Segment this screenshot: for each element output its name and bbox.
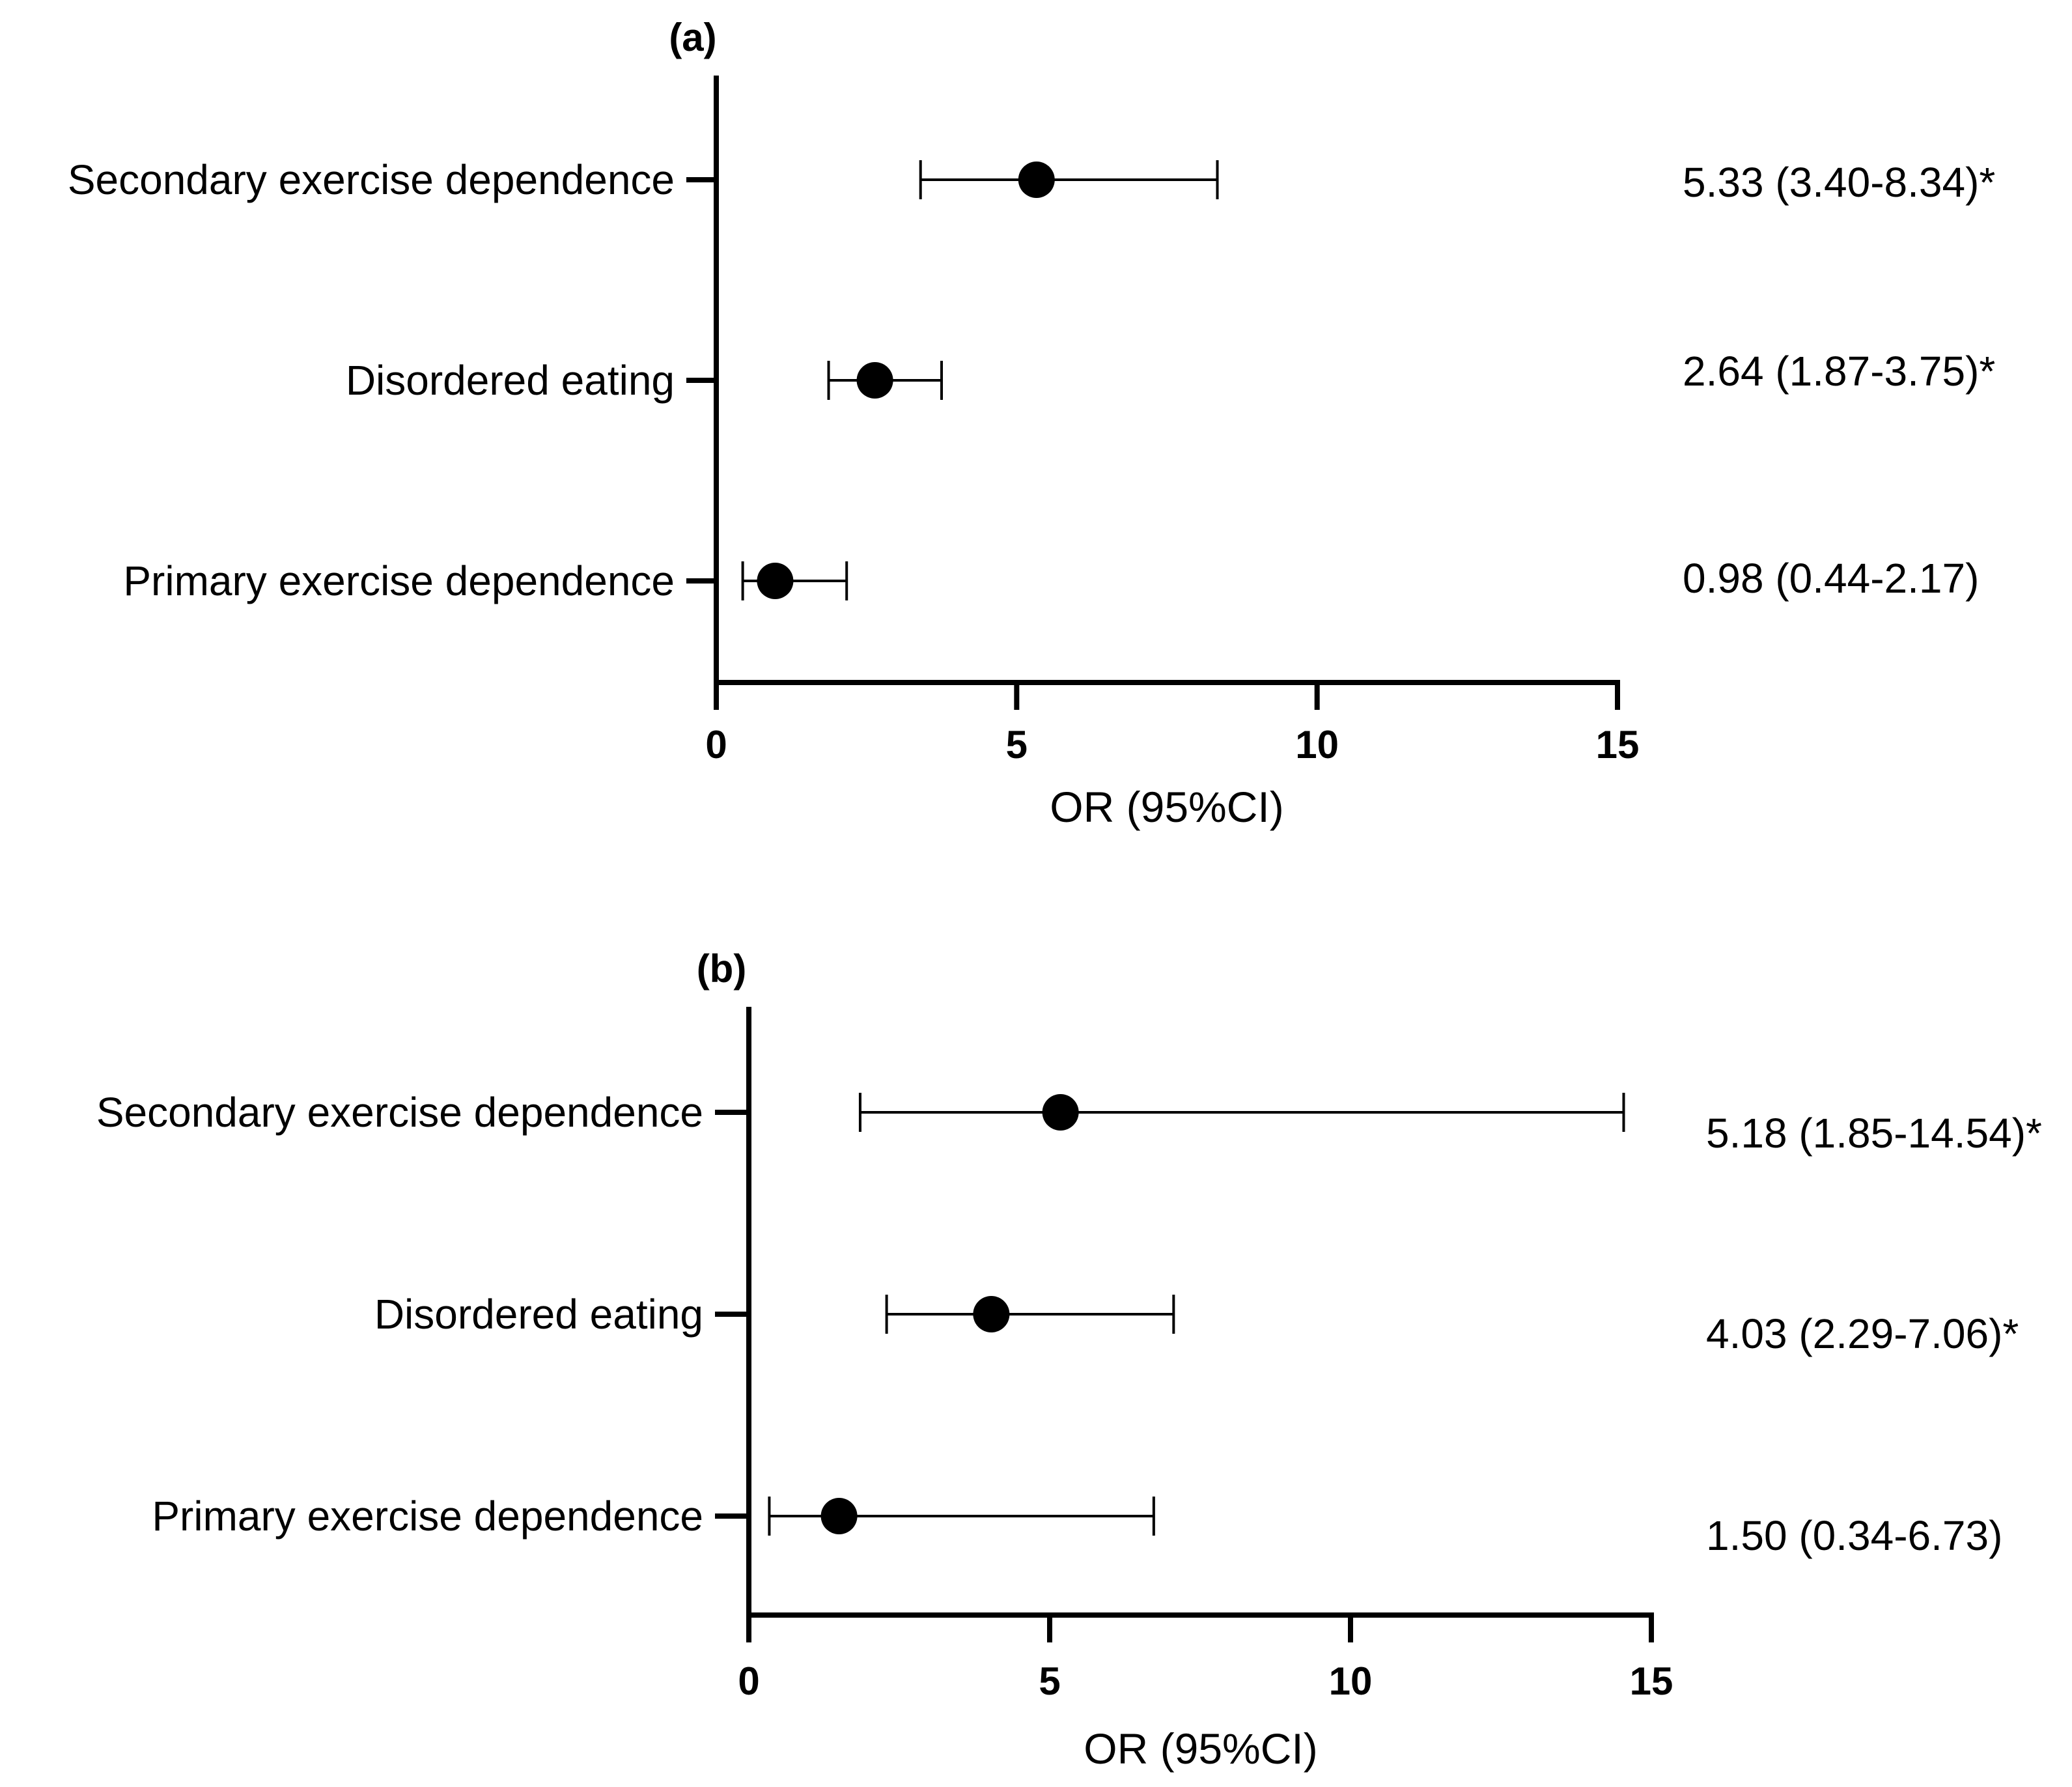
or-point bbox=[820, 1498, 858, 1534]
x-tick-label: 5 bbox=[1006, 723, 1028, 767]
or-value-label: 4.03 (2.29-7.06)* bbox=[1706, 1310, 2019, 1357]
forest-panel-a: (a) 0 5 10 15 OR (95%CI) Secondary exercise de… bbox=[68, 16, 1996, 831]
x-tick-label: 0 bbox=[738, 1659, 759, 1703]
x-tick-label: 5 bbox=[1039, 1659, 1060, 1703]
or-point bbox=[1042, 1094, 1079, 1131]
x-axis-title: OR (95%CI) bbox=[1050, 783, 1283, 831]
x-axis-title: OR (95%CI) bbox=[1084, 1724, 1317, 1773]
x-tick-label: 10 bbox=[1295, 723, 1339, 767]
x-tick-label: 15 bbox=[1596, 723, 1640, 767]
x-tick-label: 15 bbox=[1630, 1659, 1673, 1703]
panel-label: (b) bbox=[697, 947, 747, 991]
category-label: Secondary exercise dependence bbox=[68, 156, 675, 203]
or-value-label: 0.98 (0.44-2.17) bbox=[1683, 555, 1979, 602]
category-label: Primary exercise dependence bbox=[123, 557, 675, 604]
category-label: Secondary exercise dependence bbox=[96, 1089, 703, 1136]
or-point bbox=[757, 563, 794, 599]
x-tick-label: 10 bbox=[1329, 1659, 1373, 1703]
forest-panel-b: (b) 0 5 10 15 OR (95%CI) Secondary exercise de… bbox=[96, 947, 2042, 1773]
or-point bbox=[1018, 162, 1055, 198]
or-value-label: 5.33 (3.40-8.34)* bbox=[1683, 159, 1995, 206]
or-point bbox=[856, 362, 893, 399]
or-value-label: 5.18 (1.85-14.54)* bbox=[1706, 1110, 2042, 1157]
category-label: Primary exercise dependence bbox=[152, 1493, 703, 1540]
x-tick-label: 0 bbox=[705, 723, 727, 767]
panel-label: (a) bbox=[669, 16, 716, 59]
or-value-label: 2.64 (1.87-3.75)* bbox=[1683, 348, 1995, 395]
category-label: Disordered eating bbox=[346, 357, 675, 404]
or-value-label: 1.50 (0.34-6.73) bbox=[1706, 1512, 2002, 1559]
or-point bbox=[973, 1296, 1010, 1332]
category-label: Disordered eating bbox=[374, 1291, 703, 1338]
